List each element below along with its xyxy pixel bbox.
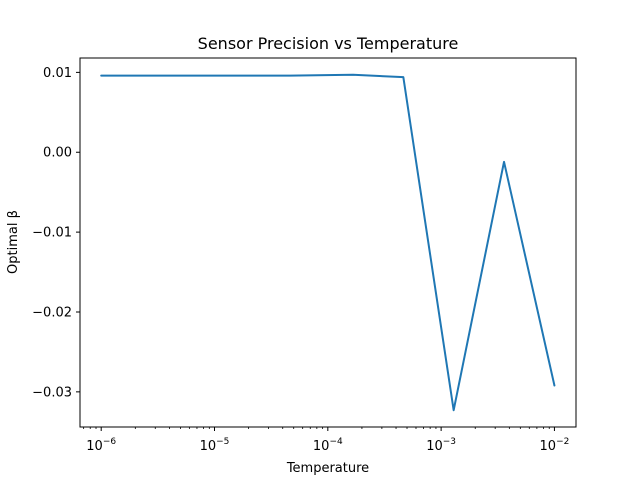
plot-area <box>80 58 576 427</box>
y-axis-label: Optimal β <box>6 210 21 274</box>
x-axis-label: Temperature <box>286 461 369 476</box>
x-tick-label: 10−3 <box>426 437 456 454</box>
chart-title: Sensor Precision vs Temperature <box>198 34 459 53</box>
series-line <box>100 73 556 412</box>
y-axis: 0.01 0.00 −0.01 −0.02 −0.03 <box>32 66 80 400</box>
x-tick-label: 10−4 <box>313 437 343 454</box>
x-tick-label: 10−2 <box>540 437 570 454</box>
y-tick-label: −0.01 <box>32 226 72 241</box>
y-tick-label: −0.02 <box>32 305 72 320</box>
y-tick-label: 0.00 <box>43 146 72 161</box>
x-tick-label: 10−6 <box>86 437 116 454</box>
series-layer <box>100 73 556 412</box>
y-tick-label: −0.03 <box>32 385 72 400</box>
x-axis: 10−6 10−5 10−4 10−3 10−2 <box>86 427 569 454</box>
x-tick-label: 10−5 <box>200 437 230 454</box>
y-tick-label: 0.01 <box>43 66 72 81</box>
